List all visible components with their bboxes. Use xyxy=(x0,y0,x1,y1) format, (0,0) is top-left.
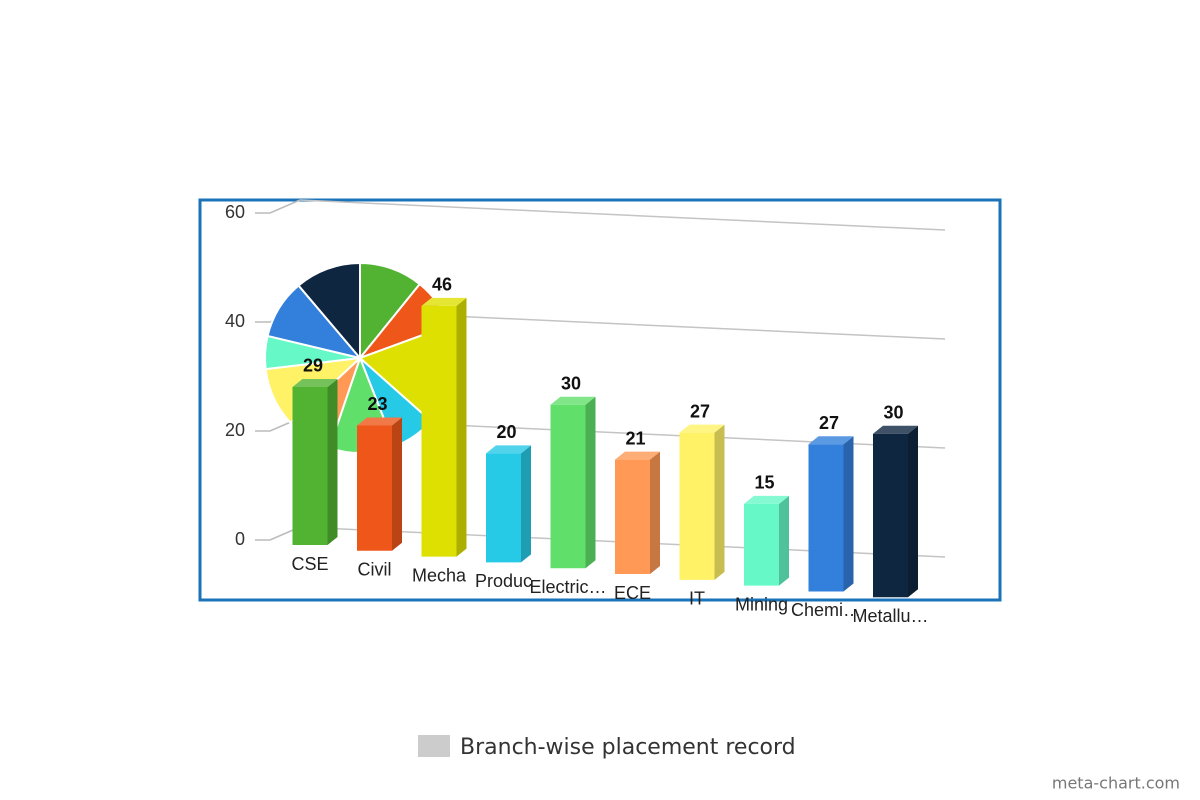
bar xyxy=(615,451,660,575)
value-label: 21 xyxy=(625,428,645,448)
y-tick-label: 60 xyxy=(225,202,245,222)
value-label: 20 xyxy=(496,422,516,442)
bar-side xyxy=(908,425,918,598)
bar-top xyxy=(679,424,725,433)
plot-frame xyxy=(198,198,1002,602)
grid-line xyxy=(299,199,946,231)
bar-top xyxy=(292,378,338,387)
bar xyxy=(486,445,531,563)
bar-front xyxy=(421,305,457,557)
bar-top xyxy=(808,436,854,445)
bar-top xyxy=(357,417,402,426)
bar xyxy=(873,425,918,598)
x-tick-label: Electric… xyxy=(529,577,606,597)
bar-side xyxy=(521,445,531,563)
bar-top xyxy=(486,445,531,454)
x-tick-label: CSE xyxy=(291,554,328,574)
x-tick-label: Civil xyxy=(358,560,392,580)
x-tick-label: Metallu… xyxy=(852,606,928,626)
x-tick-label: ECE xyxy=(614,583,651,603)
x-tick-label: IT xyxy=(689,589,705,609)
bar-front xyxy=(357,425,392,551)
bar xyxy=(292,378,338,545)
bar-front xyxy=(486,453,521,563)
bar-front xyxy=(292,386,328,545)
tick-mark xyxy=(255,199,301,214)
value-label: 27 xyxy=(690,401,710,421)
value-label: 15 xyxy=(754,473,774,493)
legend-label: Branch-wise placement record xyxy=(460,735,796,760)
bar-front xyxy=(615,459,650,575)
bar-side xyxy=(779,495,789,586)
value-label: 30 xyxy=(561,373,581,393)
bar-front xyxy=(808,444,844,592)
x-tick-label: Produc xyxy=(475,571,532,591)
bar xyxy=(744,495,789,586)
bar-side xyxy=(714,424,725,580)
value-label: 23 xyxy=(367,394,387,414)
bar-side xyxy=(456,297,467,557)
bar xyxy=(679,424,725,580)
bar xyxy=(808,436,854,592)
x-tick-label: Chemi… xyxy=(791,600,861,620)
y-tick-label: 20 xyxy=(225,420,245,440)
bar-front xyxy=(550,404,586,569)
bar-side xyxy=(327,378,338,545)
value-label: 46 xyxy=(432,275,452,295)
y-tick-label: 40 xyxy=(225,311,245,331)
bar-side xyxy=(392,417,402,551)
bar-front xyxy=(873,433,908,598)
bar xyxy=(357,417,402,551)
value-label: 27 xyxy=(819,413,839,433)
value-label: 29 xyxy=(303,356,323,376)
tick-mark xyxy=(255,526,301,541)
value-label: 30 xyxy=(883,402,903,422)
x-tick-label: Mining xyxy=(735,594,788,614)
bar-top xyxy=(550,396,596,405)
bar-side xyxy=(650,451,660,575)
bar-top xyxy=(615,451,660,460)
bar-top xyxy=(873,425,918,434)
watermark: meta-chart.com xyxy=(1052,774,1180,793)
bar-top xyxy=(744,495,789,504)
bar-side xyxy=(843,436,854,592)
bar xyxy=(550,396,596,569)
legend-swatch xyxy=(418,735,450,757)
x-tick-label: Mecha xyxy=(412,565,467,585)
bar xyxy=(421,297,467,557)
pie-slice xyxy=(297,261,361,361)
bar-side xyxy=(585,396,596,569)
bar-top xyxy=(421,297,467,306)
y-tick-label: 0 xyxy=(235,529,245,549)
bar-front xyxy=(679,432,715,580)
bar-front xyxy=(744,503,779,586)
